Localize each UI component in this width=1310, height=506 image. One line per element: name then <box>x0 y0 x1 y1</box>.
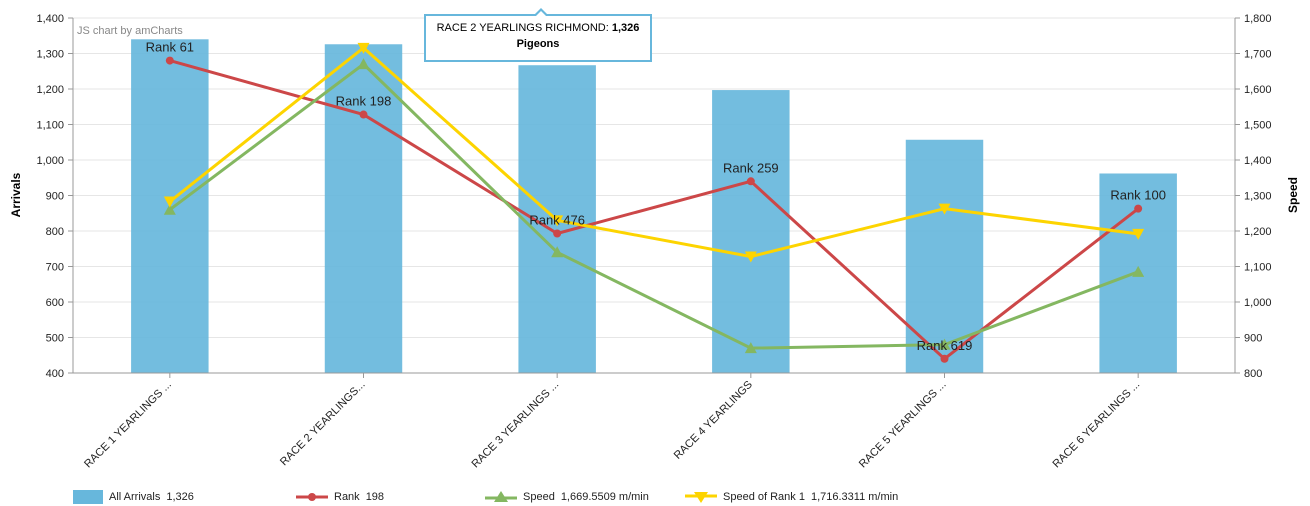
y2-tick-label: 1,400 <box>1244 155 1272 167</box>
y-tick-label: 1,400 <box>36 13 64 25</box>
rank-labels: Rank 61 Rank 198 Rank 476 Rank 259 Rank 619 R… <box>146 40 1166 353</box>
legend-value: 1,669.5509 m/min <box>560 491 649 503</box>
y-tick-label: 400 <box>46 368 64 380</box>
x-category-label: RACE 2 YEARLINGS... <box>278 379 368 469</box>
rank-data-label: Rank 100 <box>1110 188 1166 203</box>
tooltip-category-line: RACE 2 YEARLINGS RICHMOND: 1,326 <box>426 22 650 34</box>
legend-value: 1,326 <box>166 491 194 503</box>
axes <box>68 17 1240 378</box>
series-line[interactable] <box>169 59 1140 361</box>
triangle-down-line-marker-icon <box>685 492 717 503</box>
data-point[interactable] <box>357 42 370 54</box>
line-series-speed[interactable] <box>163 58 1145 354</box>
tooltip-value: 1,326 <box>611 22 640 34</box>
y-axis-right-title: Speed <box>1286 177 1300 213</box>
y-tick-label: 1,300 <box>36 49 64 61</box>
x-category-label: RACE 5 YEARLINGS ... <box>857 379 949 471</box>
legend-label: Speed of Rank 1 <box>723 491 805 503</box>
legend-item-speed-of-rank-1[interactable]: Speed of Rank 1 1,716.3311 m/min <box>685 488 898 506</box>
balloon-tooltip: RACE 2 YEARLINGS RICHMOND: 1,326 Pigeons <box>424 14 652 62</box>
data-point[interactable] <box>163 196 176 208</box>
rank-data-label: Rank 61 <box>146 40 194 55</box>
y-axis-left-title: Arrivals <box>9 172 23 217</box>
data-point[interactable] <box>551 215 564 227</box>
rank-data-label: Rank 198 <box>336 94 392 109</box>
y2-tick-label: 1,700 <box>1244 49 1272 61</box>
tooltip-arrow-fill <box>536 11 546 16</box>
legend-label: Speed <box>523 491 555 503</box>
rank-data-label: Rank 476 <box>529 212 585 227</box>
circle-line-marker-icon <box>296 493 328 501</box>
data-point[interactable] <box>357 58 370 70</box>
y-tick-label: 1,200 <box>36 84 64 96</box>
y2-tick-label: 1,100 <box>1244 262 1272 274</box>
x-category-label: RACE 1 YEARLINGS ... <box>82 379 174 471</box>
legend-item-speed[interactable]: Speed 1,669.5509 m/min <box>485 488 649 506</box>
data-point[interactable] <box>1132 265 1145 277</box>
y-tick-label: 600 <box>46 297 64 309</box>
series-line[interactable] <box>168 45 1139 259</box>
legend-label: All Arrivals <box>109 491 161 503</box>
y2-tick-label: 1,000 <box>1244 297 1272 309</box>
data-point[interactable] <box>940 354 949 363</box>
data-point[interactable] <box>551 246 564 258</box>
data-point[interactable] <box>938 203 951 215</box>
y2-tick-label: 900 <box>1244 333 1262 345</box>
rank-data-label: Rank 619 <box>917 338 973 353</box>
triangle-up-line-marker-icon <box>485 491 517 502</box>
y2-tick-label: 1,800 <box>1244 13 1272 25</box>
data-point[interactable] <box>163 203 176 215</box>
y-axis-left-ticks: 400 500 600 700 800 900 1,000 1,100 1,200 1,300 1,… <box>36 13 64 380</box>
rank-data-label: Rank 259 <box>723 160 779 175</box>
line-series[interactable] <box>163 42 1145 363</box>
data-point[interactable] <box>553 229 562 238</box>
data-point[interactable] <box>746 177 755 186</box>
legend-item-rank[interactable]: Rank 198 <box>296 488 384 506</box>
x-category-label: RACE 6 YEARLINGS ... <box>1051 379 1143 471</box>
x-axis-category-labels: RACE 1 YEARLINGS ... RACE 2 YEARLINGS... R… <box>82 379 1142 471</box>
y-tick-label: 1,100 <box>36 120 64 132</box>
y2-tick-label: 1,300 <box>1244 191 1272 203</box>
series-line[interactable] <box>168 62 1139 350</box>
y-axis-right-ticks: 800 900 1,000 1,100 1,200 1,300 1,400 1,500 1,60… <box>1244 13 1272 380</box>
data-point[interactable] <box>938 338 951 350</box>
y-tick-label: 500 <box>46 333 64 345</box>
line-series-speed-of-rank-1[interactable] <box>163 42 1145 263</box>
grid-lines <box>73 17 1235 374</box>
chart-area: Rank 61 Rank 198 Rank 476 Rank 259 Rank 619 R… <box>9 13 1300 471</box>
data-point[interactable] <box>744 251 757 263</box>
y-tick-label: 700 <box>46 262 64 274</box>
y2-tick-label: 1,200 <box>1244 226 1272 238</box>
data-point[interactable] <box>744 342 757 354</box>
data-point[interactable] <box>165 56 174 65</box>
legend-label: Rank <box>334 491 360 503</box>
x-category-label: RACE 4 YEARLINGS <box>672 379 755 462</box>
bar[interactable] <box>712 90 790 373</box>
y-tick-label: 800 <box>46 226 64 238</box>
tooltip-series-name: Pigeons <box>516 38 560 50</box>
data-point[interactable] <box>359 110 368 119</box>
legend-value: 1,716.3311 m/min <box>810 491 899 503</box>
data-point[interactable] <box>1134 204 1143 213</box>
x-category-label: RACE 3 YEARLINGS ... <box>470 379 562 471</box>
y-tick-label: 900 <box>46 191 64 203</box>
y-tick-label: 1,000 <box>36 155 64 167</box>
bar-swatch-icon <box>73 490 103 504</box>
legend-value: 198 <box>365 491 385 503</box>
bar[interactable] <box>324 44 403 374</box>
y2-tick-label: 1,600 <box>1244 84 1272 96</box>
y2-tick-label: 800 <box>1244 368 1262 380</box>
amcharts-credit-link[interactable]: JS chart by amCharts <box>77 25 183 37</box>
data-point[interactable] <box>1132 228 1145 240</box>
chart-legend: All Arrivals 1,326 Rank 198 Speed 1,669.… <box>0 488 1310 506</box>
legend-item-all-arrivals[interactable]: All Arrivals 1,326 <box>73 488 194 506</box>
y2-tick-label: 1,500 <box>1244 120 1272 132</box>
tooltip-category: RACE 2 YEARLINGS RICHMOND: <box>436 22 609 34</box>
